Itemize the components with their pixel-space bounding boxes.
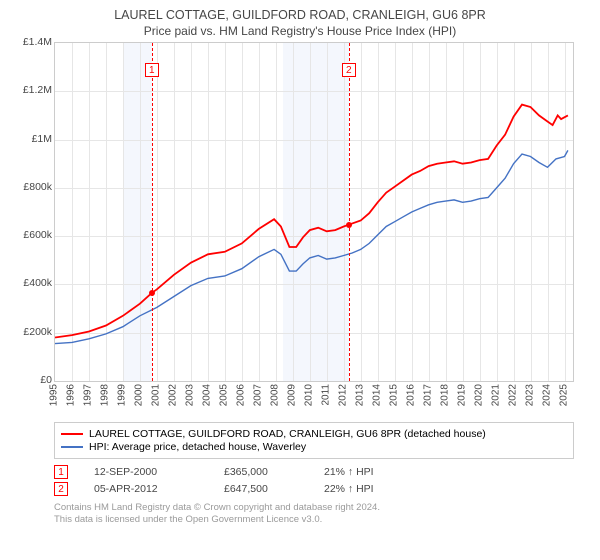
x-axis: 1995199619971998199920002001200220032004… [54,382,574,418]
x-tick-label: 2007 [252,384,263,406]
x-tick-label: 1997 [82,384,93,406]
x-tick-label: 2025 [558,384,569,406]
sale-pct-vs-hpi: 21% ↑ HPI [324,466,424,478]
x-tick-label: 1999 [116,384,127,406]
footer-line2: This data is licensed under the Open Gov… [54,514,590,526]
footer-line1: Contains HM Land Registry data © Crown c… [54,502,590,514]
series-hpi [55,150,568,343]
sale-row: 1 12-SEP-2000£365,00021% ↑ HPI [54,465,574,479]
x-tick-label: 2016 [405,384,416,406]
sale-date: 05-APR-2012 [94,483,224,495]
x-tick-label: 1998 [99,384,110,406]
x-tick-label: 2023 [524,384,535,406]
chart-svg [55,43,573,381]
x-tick-label: 2003 [184,384,195,406]
x-tick-label: 1996 [65,384,76,406]
x-tick-label: 2000 [133,384,144,406]
sale-index-box: 2 [54,482,68,496]
y-tick-label: £400k [23,277,52,289]
y-tick-label: £1.2M [23,84,52,96]
x-tick-label: 2009 [286,384,297,406]
y-tick-label: £1.4M [23,36,52,48]
sale-dot [346,222,352,228]
x-tick-label: 2005 [218,384,229,406]
chart-container: LAUREL COTTAGE, GUILDFORD ROAD, CRANLEIG… [0,0,600,531]
y-tick-label: £200k [23,326,52,338]
sale-marker-line [349,43,350,381]
legend-label: LAUREL COTTAGE, GUILDFORD ROAD, CRANLEIG… [89,428,486,440]
x-tick-label: 2008 [269,384,280,406]
x-tick-label: 2002 [167,384,178,406]
chart-title: LAUREL COTTAGE, GUILDFORD ROAD, CRANLEIG… [10,8,590,22]
sale-marker-box: 1 [145,63,159,77]
x-tick-label: 2001 [150,384,161,406]
y-tick-label: £800k [23,181,52,193]
x-tick-label: 2014 [371,384,382,406]
x-tick-label: 2012 [337,384,348,406]
x-tick-label: 2004 [201,384,212,406]
x-tick-label: 2022 [507,384,518,406]
sale-price: £647,500 [224,483,324,495]
x-tick-label: 2020 [473,384,484,406]
chart-subtitle: Price paid vs. HM Land Registry's House … [10,24,590,38]
x-tick-label: 2015 [388,384,399,406]
sale-pct-vs-hpi: 22% ↑ HPI [324,483,424,495]
sale-row: 2 05-APR-2012£647,50022% ↑ HPI [54,482,574,496]
legend-item: HPI: Average price, detached house, Wave… [61,441,567,453]
x-tick-label: 2018 [439,384,450,406]
x-tick-label: 1995 [49,384,60,406]
x-tick-label: 2010 [303,384,314,406]
sale-marker-line [152,43,153,381]
legend-box: LAUREL COTTAGE, GUILDFORD ROAD, CRANLEIG… [54,422,574,459]
legend-swatch [61,433,83,436]
sale-dot [149,290,155,296]
legend-swatch [61,446,83,449]
x-tick-label: 2024 [541,384,552,406]
sale-marker-box: 2 [342,63,356,77]
x-tick-label: 2013 [354,384,365,406]
legend-item: LAUREL COTTAGE, GUILDFORD ROAD, CRANLEIG… [61,428,567,440]
x-tick-label: 2021 [490,384,501,406]
x-tick-label: 2011 [320,384,331,406]
y-tick-label: £600k [23,229,52,241]
sale-date: 12-SEP-2000 [94,466,224,478]
sale-price: £365,000 [224,466,324,478]
sales-table: 1 12-SEP-2000£365,00021% ↑ HPI 2 05-APR-201… [54,465,574,496]
x-tick-label: 2019 [456,384,467,406]
y-tick-label: £1M [32,133,52,145]
x-tick-label: 2017 [422,384,433,406]
plot-area: 12 [54,42,574,382]
y-axis: £0£200k£400k£600k£800k£1M£1.2M£1.4M [10,42,54,382]
chart-body: £0£200k£400k£600k£800k£1M£1.2M£1.4M 12 [10,42,590,382]
x-tick-label: 2006 [235,384,246,406]
sale-index-box: 1 [54,465,68,479]
series-subject [55,105,568,338]
footer-attribution: Contains HM Land Registry data © Crown c… [54,502,590,527]
legend-label: HPI: Average price, detached house, Wave… [89,441,306,453]
